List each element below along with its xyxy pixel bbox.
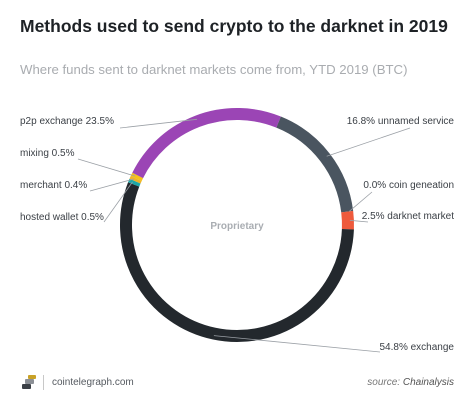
chart-subtitle: Where funds sent to darknet markets come… — [20, 62, 408, 77]
footer-site: cointelegraph.com — [52, 377, 134, 388]
leader-p2p-exchange — [119, 118, 198, 129]
leader-unnamed-service — [326, 127, 411, 157]
leader-exchange — [213, 335, 381, 353]
leader-darknet-market — [349, 219, 369, 223]
slice-exchange — [120, 182, 354, 342]
label-mixing: mixing 0.5% — [20, 148, 75, 159]
label-exchange: 54.8% exchange — [379, 342, 454, 353]
footer-divider — [43, 375, 44, 390]
label-hosted-wallet: hosted wallet 0.5% — [20, 212, 104, 223]
label-merchant: merchant 0.4% — [20, 180, 87, 191]
slice-unnamed-service — [276, 116, 354, 213]
label-unnamed-service: 16.8% unnamed service — [347, 116, 455, 127]
slice-mixing — [130, 172, 144, 182]
leader-merchant — [89, 178, 134, 192]
label-coin-geneation: 0.0% coin geneation — [363, 180, 454, 191]
cointelegraph-logo-icon — [22, 375, 36, 389]
leader-coin-geneation — [348, 191, 373, 212]
footer-source: source: Chainalysis — [367, 377, 454, 388]
slice-hosted-wallet — [128, 178, 141, 187]
chart-title: Methods used to send crypto to the darkn… — [20, 16, 448, 36]
source-name: Chainalysis — [402, 377, 454, 388]
label-darknet-market: 2.5% darknet market — [362, 211, 454, 222]
center-label: Proprietary — [210, 221, 264, 232]
slice-darknet-market — [341, 210, 354, 230]
source-prefix: source: — [367, 377, 401, 388]
slice-p2p-exchange — [132, 108, 281, 179]
label-p2p-exchange: p2p exchange 23.5% — [20, 116, 114, 127]
leader-mixing — [77, 158, 136, 177]
slice-merchant — [129, 176, 142, 184]
leader-hosted-wallet — [103, 181, 133, 223]
